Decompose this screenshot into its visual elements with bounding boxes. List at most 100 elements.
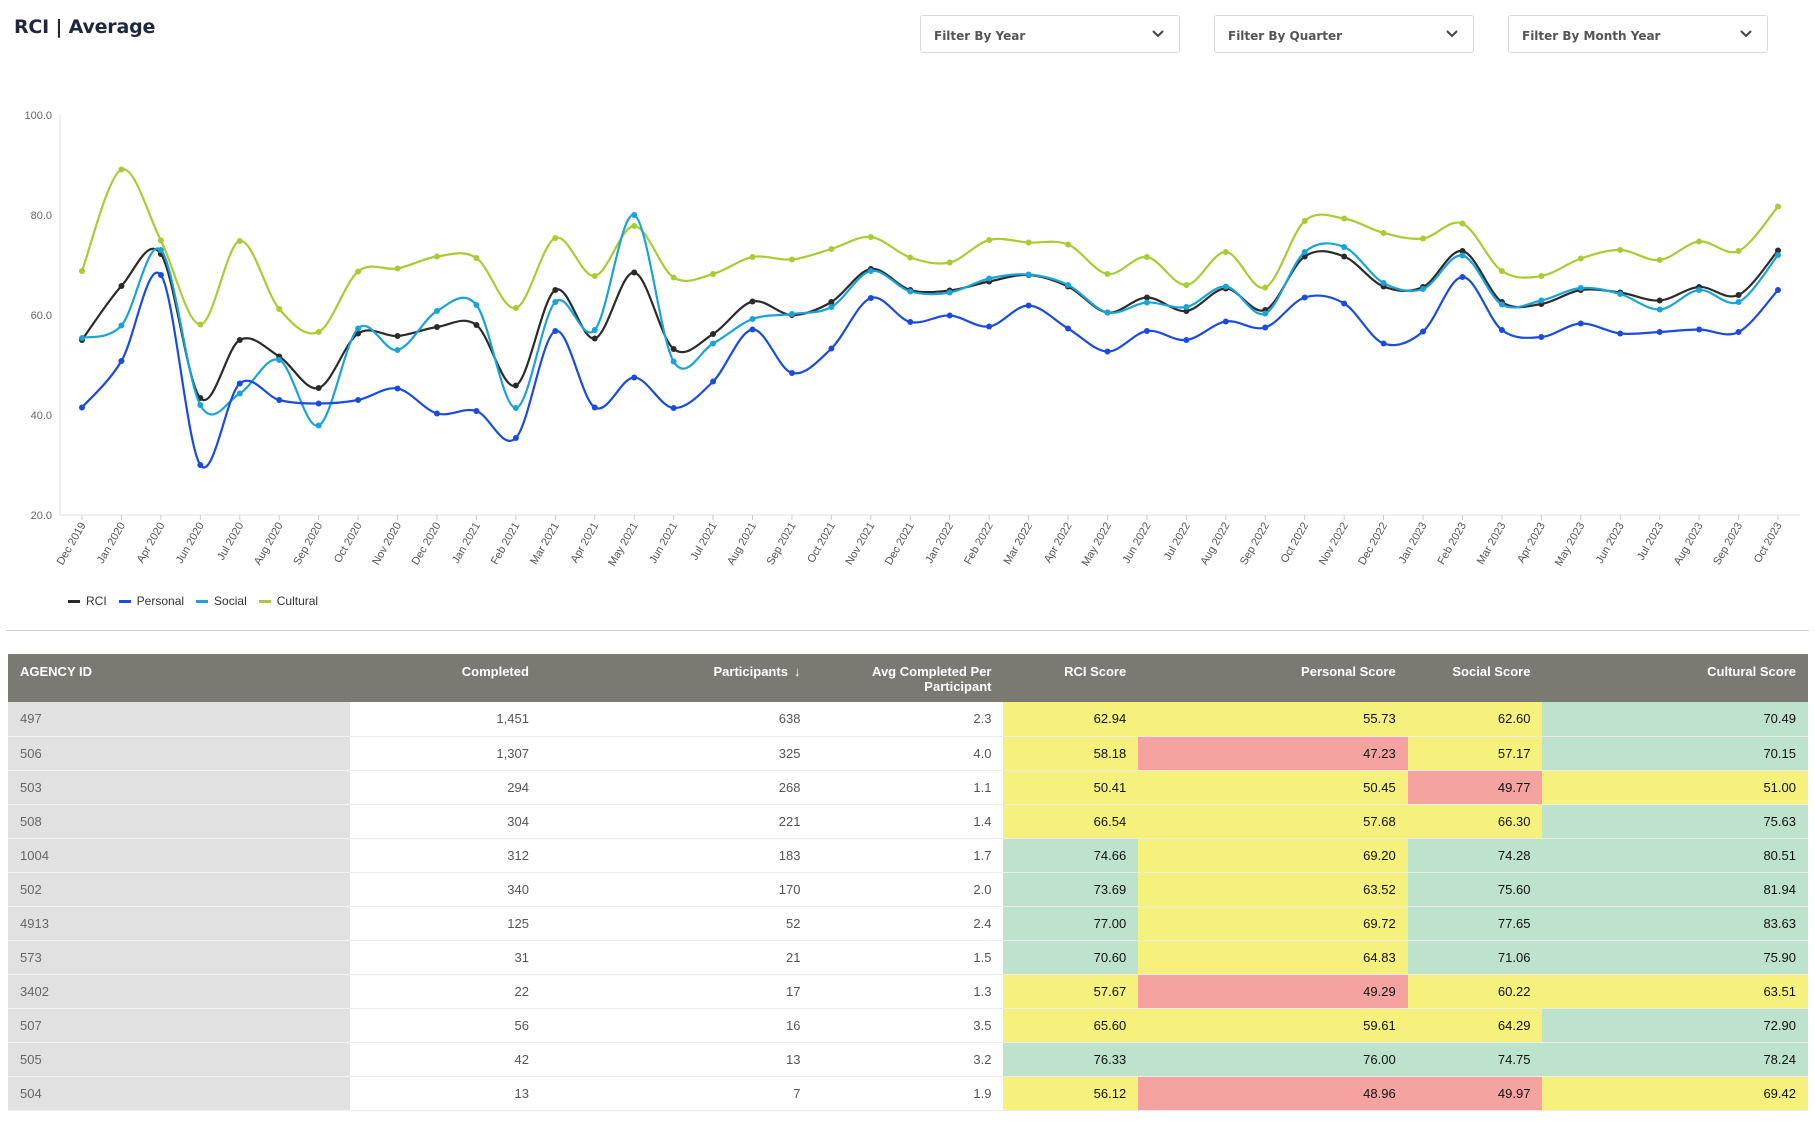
data-point-social (788, 311, 795, 317)
table-row[interactable]: 503 294 268 1.1 50.41 50.45 49.77 51.00 (8, 770, 1808, 805)
x-tick-label: Mar 2022 (1002, 521, 1036, 567)
table-row[interactable]: 497 1,451 638 2.3 62.94 55.73 62.60 70.49 (8, 702, 1808, 737)
table-row[interactable]: 506 1,307 325 4.0 58.18 47.23 57.17 70.15 (8, 736, 1808, 771)
data-point-personal (118, 358, 125, 364)
x-tick-label: Dec 2020 (410, 521, 444, 568)
data-point-social (1656, 306, 1663, 313)
col-header-agency-id[interactable]: AGENCY ID (8, 654, 350, 702)
participants-cell: 13 (540, 1042, 813, 1077)
legend-item-cultural[interactable]: Cultural (258, 594, 318, 608)
data-point-personal (1301, 294, 1308, 301)
table-row[interactable]: 508 304 221 1.4 66.54 57.68 66.30 75.63 (8, 804, 1808, 839)
data-point-cultural (1262, 284, 1269, 291)
data-point-social (867, 268, 874, 274)
table-row[interactable]: 4913 125 52 2.4 77.00 69.72 77.65 83.63 (8, 906, 1808, 941)
agency-id-cell: 505 (8, 1042, 350, 1077)
data-point-rci (394, 333, 401, 339)
participants-cell: 170 (540, 872, 813, 907)
arrow-down-icon: ↓ (793, 664, 801, 679)
data-point-personal (1459, 274, 1466, 280)
table-row[interactable]: 504 13 7 1.9 56.12 48.96 49.97 69.42 (8, 1076, 1808, 1111)
rci-score-cell: 62.94 (1003, 702, 1139, 737)
legend-item-rci[interactable]: RCI (68, 594, 107, 608)
col-header-personal-score[interactable]: Personal Score (1138, 654, 1408, 702)
data-point-cultural (1498, 268, 1505, 274)
data-point-social (1025, 271, 1032, 278)
data-point-social (1065, 282, 1072, 288)
x-tick-label: Jun 2023 (1594, 521, 1627, 566)
filter-by-year-dropdown[interactable]: Filter By Year (920, 15, 1180, 53)
data-point-personal (236, 380, 243, 387)
data-point-cultural (1301, 218, 1308, 224)
data-point-rci (118, 283, 125, 289)
data-point-social (631, 212, 638, 218)
x-tick-label: Jan 2020 (95, 521, 128, 566)
data-point-cultural (1538, 273, 1545, 279)
x-tick-label: Aug 2023 (1672, 521, 1706, 568)
data-point-personal (1577, 320, 1584, 327)
data-point-personal (552, 328, 559, 334)
x-tick-label: Dec 2019 (55, 521, 89, 568)
data-point-social (591, 327, 598, 333)
col-header-rci-score[interactable]: RCI Score (1003, 654, 1139, 702)
data-point-cultural (828, 246, 835, 252)
col-header-social-score[interactable]: Social Score (1407, 654, 1543, 702)
chevron-down-icon (1152, 30, 1164, 38)
x-tick-label: Jul 2020 (215, 521, 246, 563)
participants-cell: 21 (540, 940, 813, 975)
col-header-avg-completed[interactable]: Avg Completed Per Participant (812, 654, 1004, 702)
x-tick-label: Aug 2021 (725, 521, 759, 568)
social-score-cell: 71.06 (1407, 940, 1543, 975)
table-row[interactable]: 505 42 13 3.2 76.33 76.00 74.75 78.24 (8, 1042, 1808, 1077)
table-row[interactable]: 502 340 170 2.0 73.69 63.52 75.60 81.94 (8, 872, 1808, 907)
data-point-personal (1617, 330, 1624, 337)
col-header-participants[interactable]: Participants ↓ (540, 654, 813, 702)
cultural-score-cell: 51.00 (1542, 770, 1808, 805)
data-point-rci (512, 382, 519, 389)
data-point-social (157, 247, 164, 253)
filter-by-month-year-dropdown[interactable]: Filter By Month Year (1508, 15, 1768, 53)
personal-score-cell: 59.61 (1138, 1008, 1408, 1043)
legend-item-social[interactable]: Social (196, 594, 247, 608)
y-tick-label: 40.0 (31, 410, 52, 422)
cultural-score-cell: 81.94 (1542, 872, 1808, 907)
participants-cell: 16 (540, 1008, 813, 1043)
rci-score-cell: 73.69 (1003, 872, 1139, 907)
completed-cell: 13 (349, 1076, 541, 1111)
avg-cell: 2.4 (812, 906, 1004, 941)
agency-id-cell: 503 (8, 770, 350, 805)
legend-label: RCI (86, 594, 107, 608)
legend-item-personal[interactable]: Personal (118, 594, 184, 608)
completed-cell: 125 (349, 906, 541, 941)
col-header-cultural-score[interactable]: Cultural Score (1542, 654, 1808, 702)
data-point-social (1380, 280, 1387, 286)
legend-swatch (258, 599, 271, 603)
rci-score-cell: 58.18 (1003, 736, 1139, 771)
participants-cell: 183 (540, 838, 813, 873)
data-point-social (552, 299, 559, 305)
x-tick-label: Apr 2023 (1515, 521, 1548, 566)
col-header-completed[interactable]: Completed (349, 654, 541, 702)
rci-score-cell: 66.54 (1003, 804, 1139, 839)
table-row[interactable]: 507 56 16 3.5 65.60 59.61 64.29 72.90 (8, 1008, 1808, 1043)
data-point-social (1341, 244, 1348, 250)
social-score-cell: 49.77 (1407, 770, 1543, 805)
data-point-social (433, 308, 440, 314)
avg-cell: 1.1 (812, 770, 1004, 805)
x-tick-label: Feb 2023 (1435, 521, 1469, 567)
x-tick-label: Apr 2022 (1042, 521, 1075, 566)
chevron-down-icon (1446, 30, 1458, 38)
table-row[interactable]: 1004 312 183 1.7 74.66 69.20 74.28 80.51 (8, 838, 1808, 873)
personal-score-cell: 69.20 (1138, 838, 1408, 873)
table-row[interactable]: 3402 22 17 1.3 57.67 49.29 60.22 63.51 (8, 974, 1808, 1009)
rci-score-cell: 50.41 (1003, 770, 1139, 805)
completed-cell: 56 (349, 1008, 541, 1043)
data-point-social (355, 325, 362, 332)
filter-by-quarter-dropdown[interactable]: Filter By Quarter (1214, 15, 1474, 53)
data-point-personal (1065, 325, 1072, 332)
data-point-social (236, 390, 243, 397)
table-row[interactable]: 573 31 21 1.5 70.60 64.83 71.06 75.90 (8, 940, 1808, 975)
data-point-social (828, 304, 835, 310)
data-point-personal (315, 400, 322, 407)
data-point-cultural (197, 321, 204, 328)
